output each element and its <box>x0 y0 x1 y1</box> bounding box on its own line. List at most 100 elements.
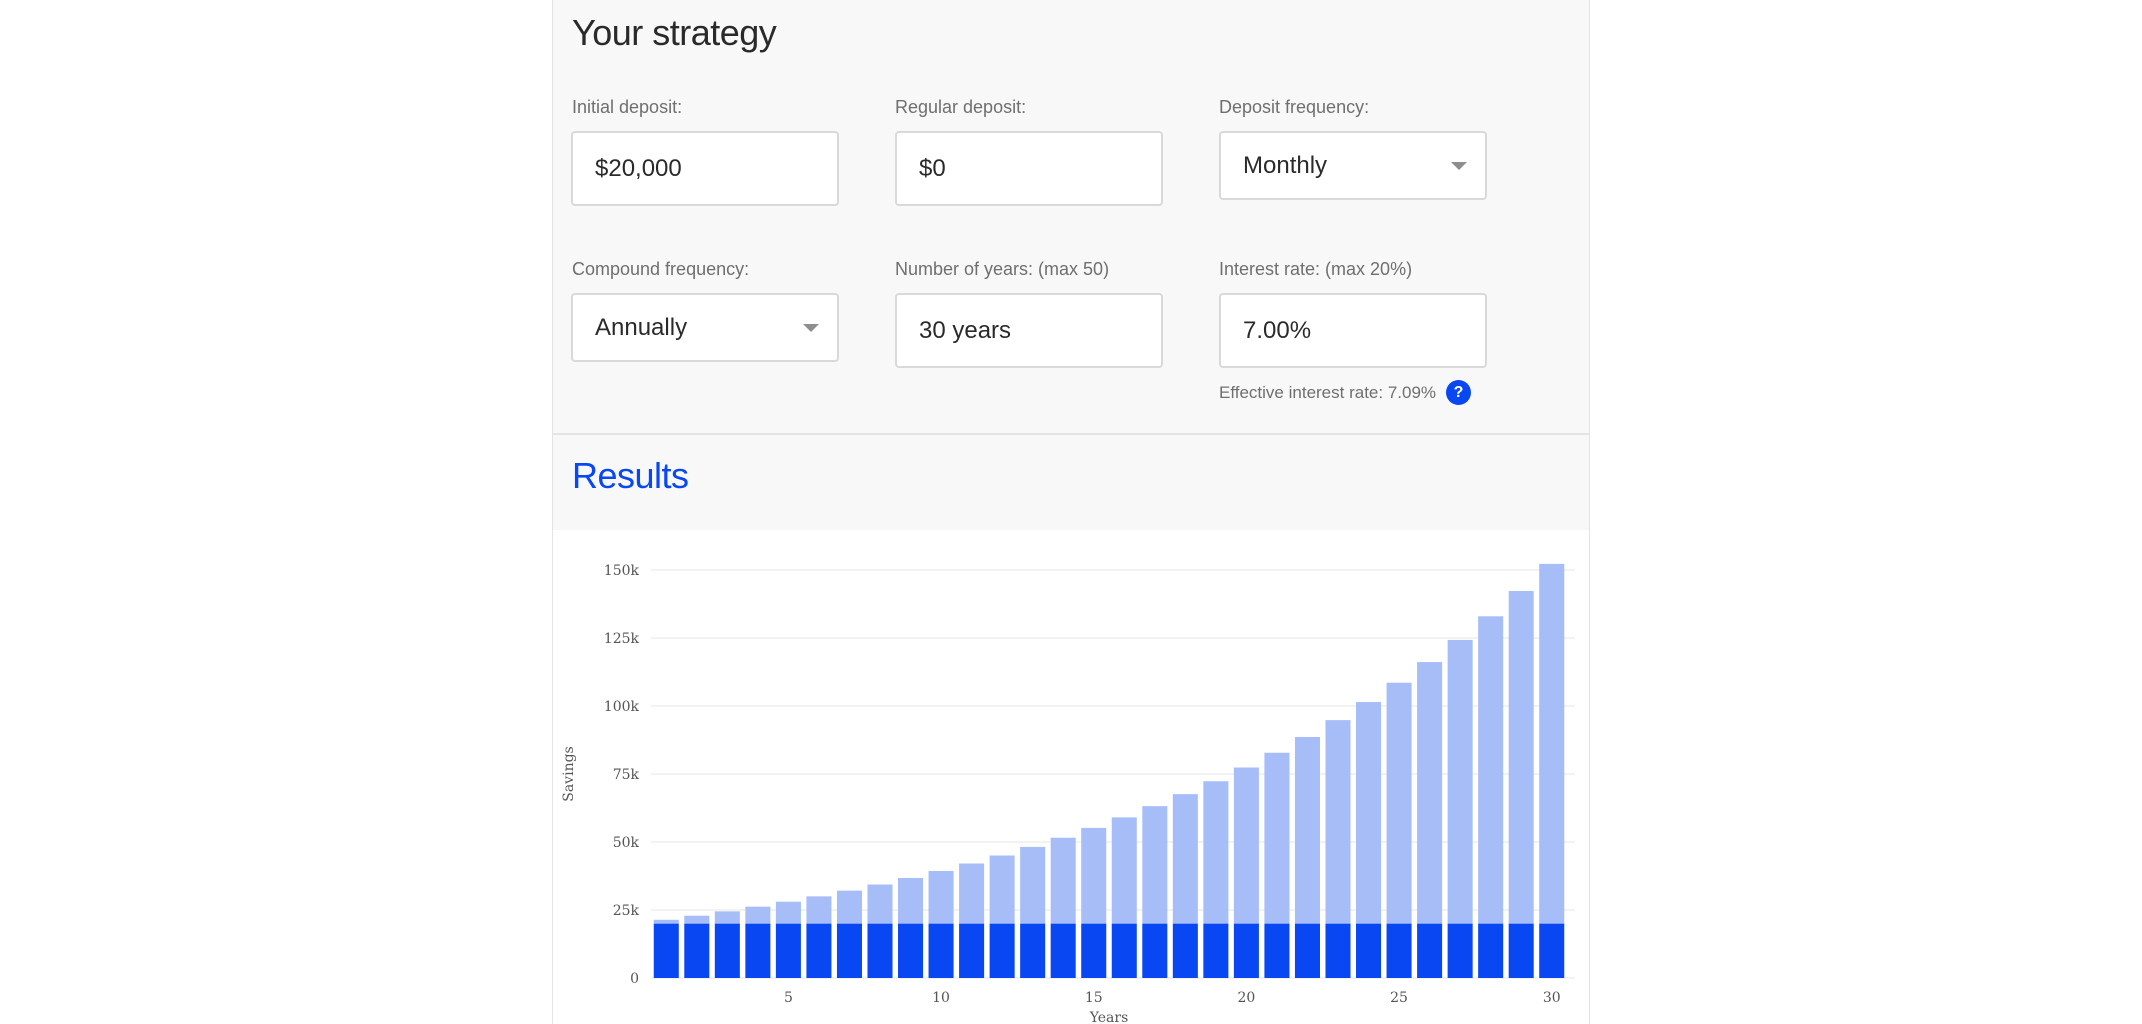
regular-deposit-label: Regular deposit: <box>895 97 1027 117</box>
y-tick-label: 125k <box>604 631 640 647</box>
bar-interest <box>1203 781 1229 924</box>
bar-principal <box>928 923 954 978</box>
bar-interest <box>1539 563 1565 924</box>
bar-interest <box>775 901 801 924</box>
compound-frequency-select[interactable]: Annually <box>571 293 839 362</box>
bar-principal <box>1203 923 1229 978</box>
bar-interest <box>1386 682 1412 924</box>
bar-interest <box>836 890 862 924</box>
chevron-down-icon <box>1451 161 1467 170</box>
bar-principal <box>898 923 924 978</box>
bar-principal <box>1417 923 1443 978</box>
bar-principal <box>1172 923 1198 978</box>
regular-deposit-value: $0 <box>919 154 946 182</box>
effective-rate-row: Effective interest rate: 7.09% ? <box>1219 380 1472 405</box>
years-input[interactable]: 30 years <box>895 293 1163 368</box>
bar-interest <box>898 877 924 924</box>
bar-principal <box>867 923 893 978</box>
y-tick-label: 75k <box>613 767 640 783</box>
deposit-frequency-value: Monthly <box>1243 151 1328 179</box>
bar-principal <box>1294 923 1320 978</box>
help-icon[interactable]: ? <box>1446 380 1472 405</box>
bar-interest <box>1081 827 1107 924</box>
bar-interest <box>1233 767 1259 924</box>
x-tick-label: 20 <box>1237 990 1255 1006</box>
initial-deposit-value: $20,000 <box>595 154 682 182</box>
bar-interest <box>1325 720 1351 924</box>
compound-frequency-label: Compound frequency: <box>572 259 750 279</box>
results-title: Results <box>572 455 689 496</box>
bar-principal <box>1233 923 1259 978</box>
bar-interest <box>1294 736 1320 924</box>
bar-interest <box>806 896 832 924</box>
strategy-title: Your strategy <box>572 12 777 53</box>
bar-interest <box>1111 817 1137 924</box>
bar-principal <box>1111 923 1137 978</box>
bar-interest <box>1356 702 1382 924</box>
years-value: 30 years <box>919 316 1012 344</box>
bar-interest <box>653 919 679 924</box>
bar-interest <box>684 915 710 924</box>
initial-deposit-input[interactable]: $20,000 <box>571 131 839 206</box>
strategy-section: Your strategy Initial deposit: $20,000 R… <box>553 0 1589 435</box>
bar-principal <box>714 923 740 978</box>
bar-principal <box>1081 923 1107 978</box>
bar-interest <box>1478 616 1504 924</box>
bar-principal <box>1325 923 1351 978</box>
bar-interest <box>959 863 985 924</box>
bar-principal <box>1478 923 1504 978</box>
deposit-frequency-select[interactable]: Monthly <box>1219 131 1487 200</box>
bar-principal <box>989 923 1015 978</box>
bar-principal <box>1356 923 1382 978</box>
bar-interest <box>1020 846 1046 924</box>
bar-principal <box>1020 923 1046 978</box>
bar-principal <box>959 923 985 978</box>
calculator-panel: Your strategy Initial deposit: $20,000 R… <box>552 0 1590 1024</box>
bar-interest <box>989 855 1015 924</box>
bar-interest <box>928 870 954 924</box>
y-tick-label: 25k <box>613 903 640 919</box>
interest-rate-label: Interest rate: (max 20%) <box>1219 259 1413 279</box>
effective-rate-text: Effective interest rate: 7.09% <box>1219 382 1437 402</box>
y-axis-label: Savings <box>561 746 577 802</box>
bar-principal <box>806 923 832 978</box>
bar-interest <box>1172 794 1198 924</box>
y-tick-label: 0 <box>630 971 639 987</box>
results-header: Results <box>553 435 1589 530</box>
bar-interest <box>1050 837 1076 924</box>
bar-principal <box>1539 923 1565 978</box>
x-tick-label: 10 <box>932 990 950 1006</box>
y-tick-label: 100k <box>604 699 640 715</box>
initial-deposit-label: Initial deposit: <box>572 97 683 117</box>
bar-principal <box>1050 923 1076 978</box>
bar-interest <box>714 911 740 924</box>
x-tick-label: 5 <box>784 990 793 1006</box>
x-tick-label: 30 <box>1543 990 1561 1006</box>
x-axis-label: Years <box>1089 1010 1129 1024</box>
bar-interest <box>1142 806 1168 924</box>
compound-frequency-value: Annually <box>595 313 688 341</box>
y-tick-label: 150k <box>604 563 640 579</box>
bar-interest <box>867 884 893 924</box>
bar-interest <box>745 906 771 924</box>
bar-interest <box>1417 662 1443 924</box>
regular-deposit-input[interactable]: $0 <box>895 131 1163 206</box>
bar-principal <box>1386 923 1412 978</box>
bar-principal <box>1142 923 1168 978</box>
x-tick-label: 15 <box>1085 990 1103 1006</box>
bar-principal <box>1264 923 1290 978</box>
bar-principal <box>684 923 710 978</box>
years-label: Number of years: (max 50) <box>895 259 1110 279</box>
bar-principal <box>745 923 771 978</box>
deposit-frequency-label: Deposit frequency: <box>1219 97 1370 117</box>
bar-principal <box>1508 923 1534 978</box>
bar-principal <box>775 923 801 978</box>
bar-interest <box>1447 639 1473 924</box>
y-tick-label: 50k <box>613 835 640 851</box>
bar-principal <box>836 923 862 978</box>
interest-rate-input[interactable]: 7.00% <box>1219 293 1487 368</box>
bar-principal <box>1447 923 1473 978</box>
savings-chart: 0 25k 50k 75k 100k 125k 150k 5 10 15 20 25 30 Years Sa… <box>561 563 1575 1024</box>
bar-interest <box>1508 590 1534 924</box>
x-tick-label: 25 <box>1390 990 1408 1006</box>
